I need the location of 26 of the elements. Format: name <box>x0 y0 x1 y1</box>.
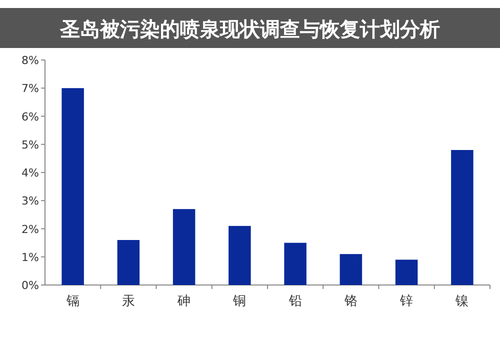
bar <box>62 88 84 285</box>
bar <box>172 209 196 285</box>
y-tick-label: 1% <box>22 250 39 264</box>
bar <box>228 226 251 285</box>
y-tick-label: 8% <box>22 54 39 67</box>
x-tick-label: 汞 <box>122 294 135 309</box>
bar <box>117 240 140 285</box>
y-tick-label: 7% <box>22 82 39 96</box>
bar <box>340 254 362 285</box>
y-tick-label: 3% <box>22 194 39 208</box>
x-tick-label: 镍 <box>454 294 469 309</box>
y-tick-label: 5% <box>22 138 39 152</box>
x-tick-label: 镉 <box>65 294 80 309</box>
x-tick-label: 铜 <box>232 294 246 309</box>
bar <box>395 260 418 285</box>
y-tick-label: 4% <box>22 166 39 180</box>
x-tick-label: 锌 <box>399 294 414 309</box>
bar <box>284 242 306 285</box>
y-tick-label: 0% <box>22 279 39 292</box>
y-tick-label: 6% <box>22 110 39 124</box>
chart-title: 圣岛被污染的喷泉现状调查与恢复计划分析 <box>59 17 440 41</box>
x-tick-label: 砷 <box>176 294 191 309</box>
x-tick-label: 铅 <box>288 294 302 309</box>
bar <box>451 150 474 285</box>
x-tick-label: 铬 <box>343 294 358 309</box>
y-tick-label: 2% <box>22 222 39 236</box>
